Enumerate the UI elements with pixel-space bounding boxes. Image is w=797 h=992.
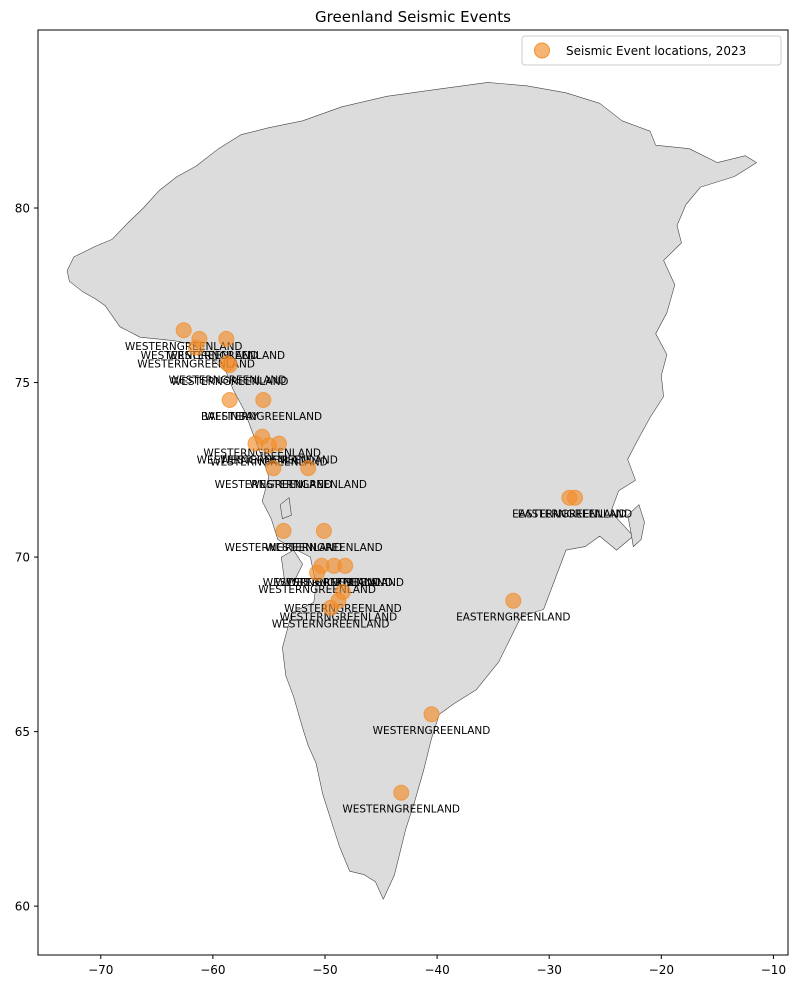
event-point [265,460,282,477]
x-tick-label: −10 [761,963,786,977]
event-point [218,330,235,347]
legend-box [521,35,782,66]
x-tick-label: −70 [88,963,113,977]
event-label: WESTERNGREENLAND [197,455,315,467]
event-point [247,435,264,452]
event-label: WESTERNGREENLAND [280,612,398,624]
event-point [221,392,238,408]
legend-marker [534,42,550,59]
y-tick-label: 65 [15,725,30,739]
event-label: WESTERNGREENLAND [171,376,289,388]
event-label: WESTERNGREENLAND [284,603,402,615]
y-axis: 60 65 70 75 80 [15,202,38,914]
event-point [255,392,272,408]
event-point [309,564,326,581]
legend: Seismic Event locations, 2023 [521,35,782,66]
y-tick-label: 75 [15,376,30,390]
event-point [275,522,292,539]
event-point [175,322,192,339]
island-2 [280,549,303,582]
event-point [322,599,339,616]
event-point [221,357,238,374]
island-3 [279,497,292,520]
event-label: WESTERNGREENLAND [342,804,460,816]
event-point [567,489,583,506]
y-tick-label: 60 [15,900,30,914]
event-point [300,460,317,477]
x-tick-label: −30 [537,963,562,977]
x-tick-label: −60 [200,963,225,977]
x-tick-label: −50 [312,963,337,977]
event-point [271,435,287,452]
event-label: WESTERNGREENLAND [275,577,393,589]
event-point [423,706,440,723]
event-label: WESTERNGREENLAND [225,542,343,554]
event-label: WESTERNGREENLAND [125,341,243,353]
x-tick-label: −40 [424,963,449,977]
y-tick-label: 70 [15,551,30,565]
event-label: BAFFINBAY [201,411,259,423]
legend-label: Seismic Event locations, 2023 [566,44,746,58]
greenland-mainland [66,82,757,900]
event-point [315,522,332,539]
event-label: WESTERNGREENLAND [373,725,491,737]
event-points [175,322,583,801]
event-label: EASTERNGREENLAND [512,509,626,521]
event-point [337,557,354,574]
event-label: WESTERNGREENLAND [215,479,333,491]
event-label: WESTERNGREENLAND [272,619,390,631]
y-tick-label: 80 [15,202,30,216]
plot-frame [37,29,789,956]
event-label: EASTERNGREENLAND [518,509,632,521]
event-label: WESTERNGREENLAND [203,448,321,460]
x-tick-label: −20 [649,963,674,977]
chart-title: Greenland Seismic Events [315,8,511,26]
event-label: WESTERNGREENLAND [258,584,376,596]
event-point [393,784,410,801]
island-1 [627,504,645,548]
event-label: WESTERNGREENLAND [169,374,287,386]
event-label: WESTERNGREENLAND [249,479,367,491]
greenland-landmass [66,82,757,900]
event-label: WESTERNGREENLAND [204,411,322,423]
event-label: WESTERNGREENLAND [265,542,383,554]
event-label: WESTERNGREENLAND [263,577,381,589]
event-point [188,339,205,356]
x-axis: −70 −60 −50 −40 −30 −20 −10 [88,955,786,977]
event-label: EASTERNGREENLAND [456,612,570,624]
event-point [505,592,522,609]
